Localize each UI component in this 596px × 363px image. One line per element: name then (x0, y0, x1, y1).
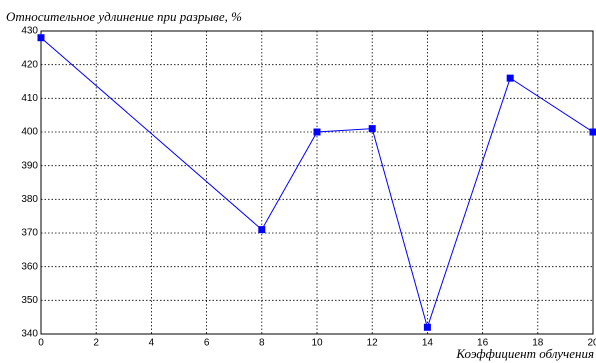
x-tick-label: 4 (149, 338, 155, 349)
x-tick-label: 16 (477, 338, 489, 349)
y-tick-label: 400 (21, 127, 38, 138)
y-axis-title: Относительное удлинение при разрыве, % (6, 9, 242, 24)
x-tick-label: 10 (311, 338, 323, 349)
x-axis-title: Коэффициент облучения (455, 346, 594, 361)
y-tick-label: 410 (21, 93, 38, 104)
x-tick-label: 12 (367, 338, 379, 349)
y-tick-label: 380 (21, 194, 38, 205)
x-tick-label: 2 (93, 338, 99, 349)
x-tick-label: 18 (532, 338, 544, 349)
y-tick-label: 340 (21, 329, 38, 340)
x-tick-label: 6 (204, 338, 210, 349)
data-point (258, 226, 266, 234)
y-tick-label: 430 (21, 26, 38, 37)
x-tick-label: 8 (259, 338, 265, 349)
data-point (368, 125, 376, 133)
y-tick-label: 370 (21, 228, 38, 239)
data-point (37, 34, 45, 42)
y-tick-label: 350 (21, 295, 38, 306)
data-point (506, 74, 514, 82)
y-tick-label: 420 (21, 59, 38, 70)
x-tick-label: 14 (422, 338, 434, 349)
x-tick-label: 0 (38, 338, 44, 349)
x-tick-label: 20 (587, 338, 596, 349)
data-point (423, 323, 431, 331)
plot-frame (40, 30, 594, 335)
data-point (589, 128, 596, 136)
y-tick-label: 390 (21, 160, 38, 171)
y-tick-label: 360 (21, 261, 38, 272)
data-point (313, 128, 321, 136)
